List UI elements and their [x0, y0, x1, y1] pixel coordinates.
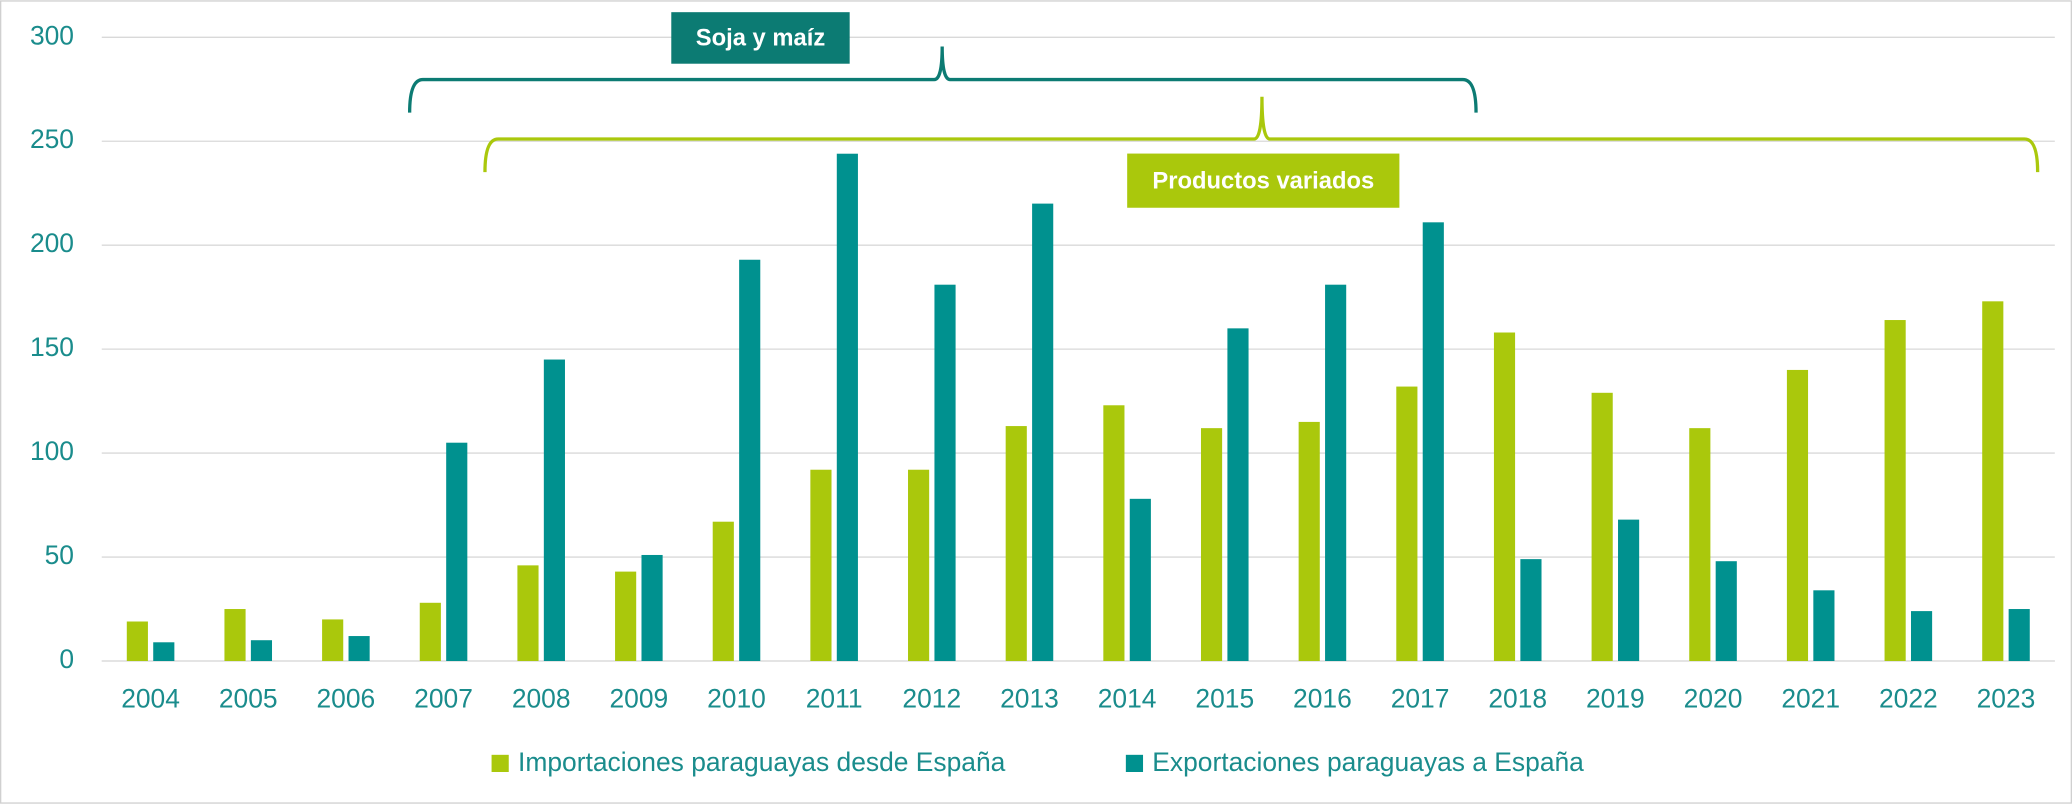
bar [1032, 203, 1054, 661]
bar [224, 609, 246, 661]
x-tick-label: 2020 [1684, 684, 1743, 714]
x-tick-label: 2016 [1293, 684, 1352, 714]
bar [419, 602, 441, 661]
bar [739, 259, 761, 661]
annotation-bracket [407, 46, 1478, 113]
x-tick-label: 2007 [414, 684, 473, 714]
y-tick-label: 200 [30, 228, 74, 258]
bar [517, 565, 539, 661]
bar [1129, 498, 1151, 661]
bar [1005, 426, 1027, 661]
x-tick-label: 2012 [902, 684, 961, 714]
bar [908, 469, 930, 661]
y-tick-label: 0 [59, 644, 74, 674]
x-tick-label: 2018 [1488, 684, 1547, 714]
annotation-label: Soja y maíz [696, 25, 826, 52]
bar [934, 284, 956, 661]
bar [1715, 561, 1737, 661]
bar [543, 359, 565, 661]
annotation-bracket [483, 96, 2040, 173]
bar [1591, 392, 1613, 661]
bar [1227, 328, 1249, 661]
bar [322, 619, 344, 661]
x-tick-label: 2009 [609, 684, 668, 714]
x-tick-label: 2010 [707, 684, 766, 714]
x-tick-label: 2021 [1781, 684, 1840, 714]
bar [1396, 386, 1418, 661]
y-tick-label: 50 [45, 540, 74, 570]
x-tick-label: 2005 [219, 684, 278, 714]
bar [615, 571, 637, 661]
bar [1786, 369, 1809, 661]
bar [712, 521, 734, 661]
bar [1884, 320, 1906, 661]
legend-swatch [1125, 754, 1144, 772]
bar [1103, 405, 1125, 661]
bar [1910, 611, 1933, 661]
legend-swatch [491, 754, 509, 772]
legend-label: Importaciones paraguayas desde España [518, 747, 1006, 777]
x-tick-label: 2022 [1879, 684, 1938, 714]
bar [1618, 519, 1640, 661]
bar [446, 442, 468, 661]
bar [1200, 428, 1223, 661]
annotation-box [671, 12, 850, 64]
bar [1422, 222, 1444, 661]
bar [1982, 301, 2004, 661]
x-tick-label: 2019 [1586, 684, 1645, 714]
bar [810, 469, 832, 661]
bar [250, 640, 273, 661]
annotation-box [1127, 153, 1400, 208]
x-tick-label: 2008 [512, 684, 571, 714]
bar [126, 621, 148, 661]
bar [836, 153, 858, 661]
bar [2008, 609, 2030, 661]
x-tick-label: 2014 [1098, 684, 1157, 714]
x-tick-label: 2011 [806, 684, 863, 714]
bar [641, 554, 663, 661]
x-tick-label: 2015 [1195, 684, 1254, 714]
bar [1689, 428, 1711, 661]
bar [1813, 590, 1835, 661]
bar [153, 642, 175, 661]
bar [1298, 421, 1320, 661]
y-tick-label: 300 [30, 20, 74, 50]
x-tick-label: 2006 [317, 684, 376, 714]
annotation-label: Productos variados [1152, 167, 1374, 194]
x-tick-label: 2004 [121, 684, 180, 714]
bar [1325, 284, 1347, 661]
bar [348, 636, 370, 661]
x-tick-label: 2017 [1391, 684, 1450, 714]
y-tick-label: 250 [30, 124, 74, 154]
x-tick-label: 2013 [1000, 684, 1059, 714]
y-tick-label: 100 [30, 436, 74, 466]
x-tick-label: 2023 [1977, 684, 2036, 714]
y-tick-label: 150 [30, 332, 74, 362]
legend-label: Exportaciones paraguayas a España [1152, 747, 1584, 777]
bar [1520, 559, 1542, 661]
bar [1493, 332, 1516, 661]
